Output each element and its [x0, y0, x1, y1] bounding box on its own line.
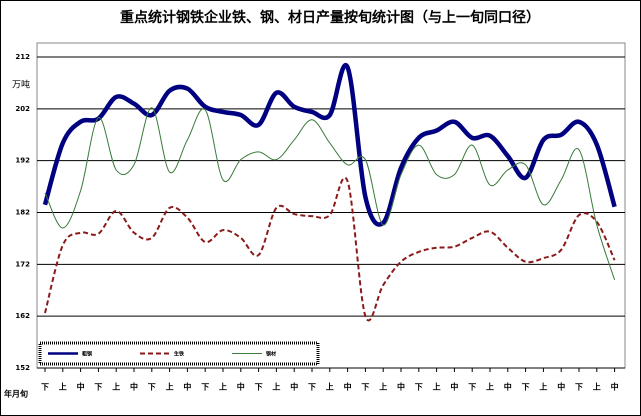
- x-tick-label: 下: [415, 383, 423, 392]
- x-tick-label: 下: [201, 383, 209, 392]
- x-tick-label: 上: [166, 382, 174, 392]
- series-line: [42, 62, 617, 227]
- x-tick-label: 下: [468, 383, 476, 392]
- x-tick-label: 中: [557, 382, 565, 392]
- legend-label: 生铁: [174, 351, 185, 358]
- legend-label: 钢材: [266, 351, 276, 358]
- x-tick-label: 上: [379, 382, 387, 392]
- x-tick-label: 上: [326, 382, 334, 392]
- y-tick-label: 192: [15, 157, 30, 165]
- x-tick-label: 中: [611, 382, 619, 392]
- y-axis-label: 万吨: [12, 79, 30, 91]
- y-tick-label: 172: [15, 260, 30, 268]
- x-tick-label: 中: [397, 382, 405, 392]
- x-tick-label: 上: [112, 382, 120, 392]
- chart-title: 重点统计钢铁企业铁、钢、材日产量按旬统计图（与上一旬同口径）: [120, 9, 540, 26]
- x-tick-label: 下: [575, 383, 583, 392]
- y-tick-label: 162: [15, 312, 30, 320]
- x-tick-label: 中: [290, 382, 298, 392]
- x-tick-label: 中: [450, 382, 458, 392]
- y-tick-label: 152: [15, 364, 30, 372]
- x-tick-label: 下: [308, 383, 316, 392]
- x-tick-label: 中: [344, 382, 352, 392]
- x-tick-label: 上: [433, 382, 441, 392]
- x-tick-label: 中: [504, 382, 512, 392]
- x-tick-label: 下: [94, 383, 102, 392]
- x-tick-label: 上: [272, 382, 280, 392]
- y-tick-label: 212: [15, 53, 30, 61]
- x-tick-label: 下: [148, 383, 156, 392]
- x-tick-label: 上: [219, 382, 227, 392]
- plot-area: [36, 42, 626, 369]
- y-tick-label: 202: [15, 105, 30, 113]
- x-tick-label: 中: [130, 382, 138, 392]
- x-tick-label: 下: [255, 383, 263, 392]
- series-line: [44, 107, 616, 281]
- x-tick-label: 上: [486, 382, 494, 392]
- legend-box: [38, 341, 320, 366]
- legend-label: 粗钢: [82, 351, 92, 358]
- x-tick-label: 中: [183, 382, 191, 392]
- x-tick-label: 中: [237, 382, 245, 392]
- x-tick-label: 下: [41, 383, 49, 392]
- series-line: [44, 176, 616, 322]
- x-tick-label: 上: [59, 382, 67, 392]
- x-tick-label: 下: [361, 383, 369, 392]
- x-tick-label: 下: [522, 383, 530, 392]
- x-axis-label: 年月旬: [4, 389, 28, 399]
- x-tick-label: 上: [593, 382, 601, 392]
- x-tick-label: 上: [539, 382, 547, 392]
- x-tick-label: 中: [77, 382, 85, 392]
- y-tick-label: 182: [15, 208, 30, 216]
